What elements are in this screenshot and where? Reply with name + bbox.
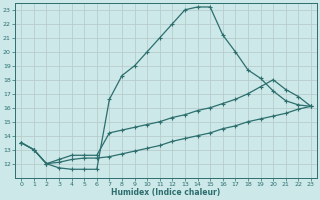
X-axis label: Humidex (Indice chaleur): Humidex (Indice chaleur) <box>111 188 221 197</box>
